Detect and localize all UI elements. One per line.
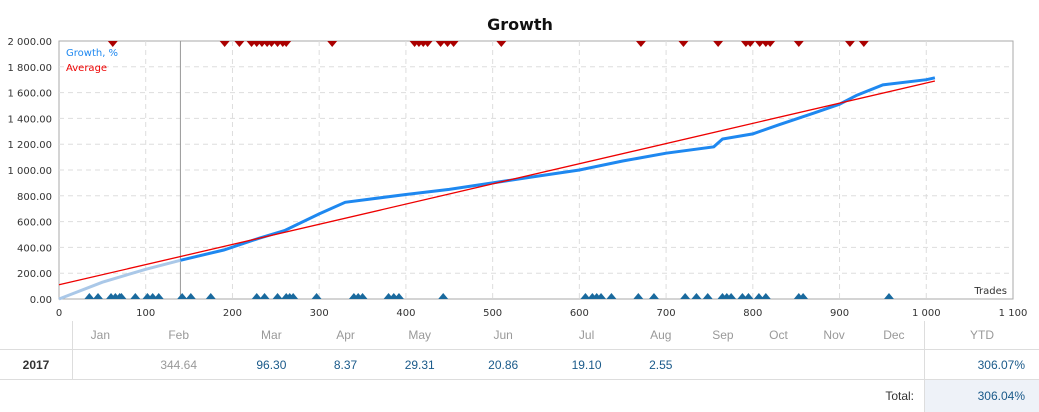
y-tick-label: 800.00 <box>17 192 52 203</box>
y-tick-label: 1 200.00 <box>7 140 52 151</box>
table-row: 2017 344.64 96.30 8.37 29.31 20.86 19.10… <box>0 350 1039 380</box>
total-label: Total: <box>0 380 925 412</box>
y-tick-label: 2 000.00 <box>7 37 52 48</box>
ytd-value: 306.07% <box>925 350 1039 380</box>
x-tick-label: 200 <box>223 308 242 319</box>
x-tick-label: 400 <box>396 308 415 319</box>
month-value: 344.64 <box>128 350 230 380</box>
x-tick-label: 700 <box>657 308 676 319</box>
chart-title: Growth <box>487 15 553 34</box>
x-tick-label: 900 <box>830 308 849 319</box>
total-row: Total: 306.04% <box>0 380 1039 412</box>
month-value <box>864 350 925 380</box>
x-tick-label: 800 <box>743 308 762 319</box>
y-tick-label: 400.00 <box>17 243 52 254</box>
month-header: Nov <box>804 321 863 350</box>
month-header: Apr <box>313 321 378 350</box>
y-tick-label: 1 400.00 <box>7 114 52 125</box>
y-tick-label: 600.00 <box>17 218 52 229</box>
y-tick-label: 200.00 <box>17 269 52 280</box>
month-header: Aug <box>628 321 693 350</box>
month-value: 2.55 <box>628 350 693 380</box>
month-value <box>753 350 805 380</box>
month-header: Feb <box>128 321 230 350</box>
x-tick-label: 1 100 <box>999 308 1028 319</box>
month-value <box>73 350 128 380</box>
y-tick-label: 0.00 <box>30 295 52 306</box>
month-header: Oct <box>753 321 805 350</box>
legend-average: Average <box>66 63 107 74</box>
x-tick-label: 600 <box>570 308 589 319</box>
ytd-header: YTD <box>925 321 1039 350</box>
month-value: 8.37 <box>313 350 378 380</box>
month-header: Jul <box>545 321 628 350</box>
total-value: 306.04% <box>925 380 1039 412</box>
month-header: May <box>378 321 461 350</box>
x-tick-label: 500 <box>483 308 502 319</box>
y-tick-label: 1 600.00 <box>7 89 52 100</box>
month-header: Jun <box>461 321 544 350</box>
y-tick-label: 1 800.00 <box>7 63 52 74</box>
month-header: Mar <box>230 321 313 350</box>
table-header-row: Jan Feb Mar Apr May Jun Jul Aug Sep Oct … <box>0 321 1039 350</box>
x-axis-label: Trades <box>973 286 1007 297</box>
x-tick-label: 1 000 <box>912 308 941 319</box>
y-tick-label: 1 000.00 <box>7 166 52 177</box>
month-value: 29.31 <box>378 350 461 380</box>
monthly-returns-table: Jan Feb Mar Apr May Jun Jul Aug Sep Oct … <box>0 321 1039 412</box>
month-value: 96.30 <box>230 350 313 380</box>
month-header: Sep <box>693 321 752 350</box>
month-header: Jan <box>73 321 128 350</box>
year-cell: 2017 <box>0 350 73 380</box>
x-tick-label: 300 <box>310 308 329 319</box>
month-value <box>693 350 752 380</box>
growth-chart: Growth 0 100 200 300 400 500 600 700 800 900 1 000 1… <box>0 0 1039 320</box>
month-value <box>804 350 863 380</box>
month-value: 19.10 <box>545 350 628 380</box>
x-tick-label: 0 <box>56 308 62 319</box>
x-tick-label: 100 <box>136 308 155 319</box>
month-value: 20.86 <box>461 350 544 380</box>
month-header: Dec <box>864 321 925 350</box>
legend-growth: Growth, % <box>66 48 118 59</box>
